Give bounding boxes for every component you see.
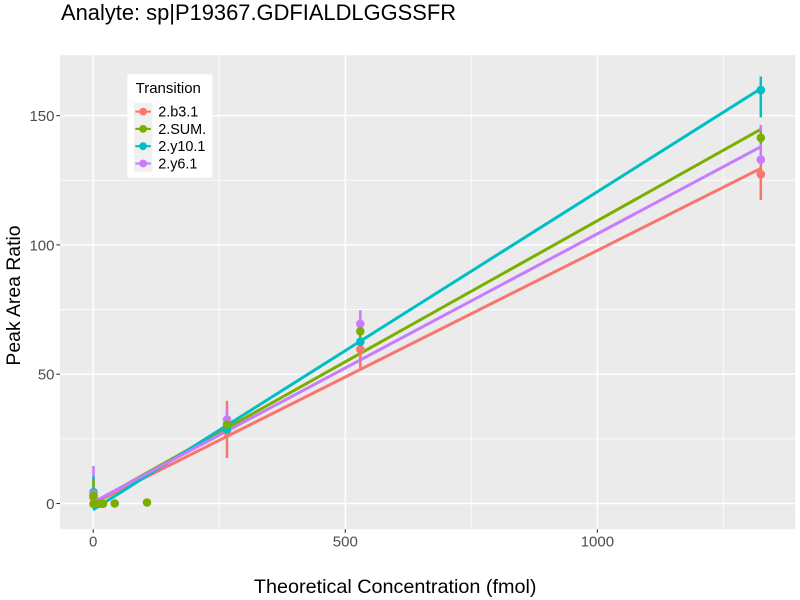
svg-text:2.y6.1: 2.y6.1 [158,156,197,172]
svg-text:0: 0 [89,534,97,551]
svg-text:500: 500 [333,534,358,551]
svg-text:1000: 1000 [581,534,614,551]
svg-text:0: 0 [46,496,54,513]
svg-text:2.b3.1: 2.b3.1 [158,105,198,121]
svg-text:50: 50 [38,367,55,384]
svg-text:100: 100 [29,237,54,254]
svg-text:2.y10.1: 2.y10.1 [158,139,205,155]
svg-text:150: 150 [29,108,54,125]
svg-text:Analyte: sp|P19367.GDFIALDLGGS: Analyte: sp|P19367.GDFIALDLGGSSFR [61,0,456,25]
svg-text:2.SUM.: 2.SUM. [158,122,206,138]
svg-text:Theoretical Concentration (fmo: Theoretical Concentration (fmol) [254,576,537,598]
svg-text:Transition: Transition [136,80,201,97]
svg-text:Peak Area Ratio: Peak Area Ratio [3,225,25,365]
